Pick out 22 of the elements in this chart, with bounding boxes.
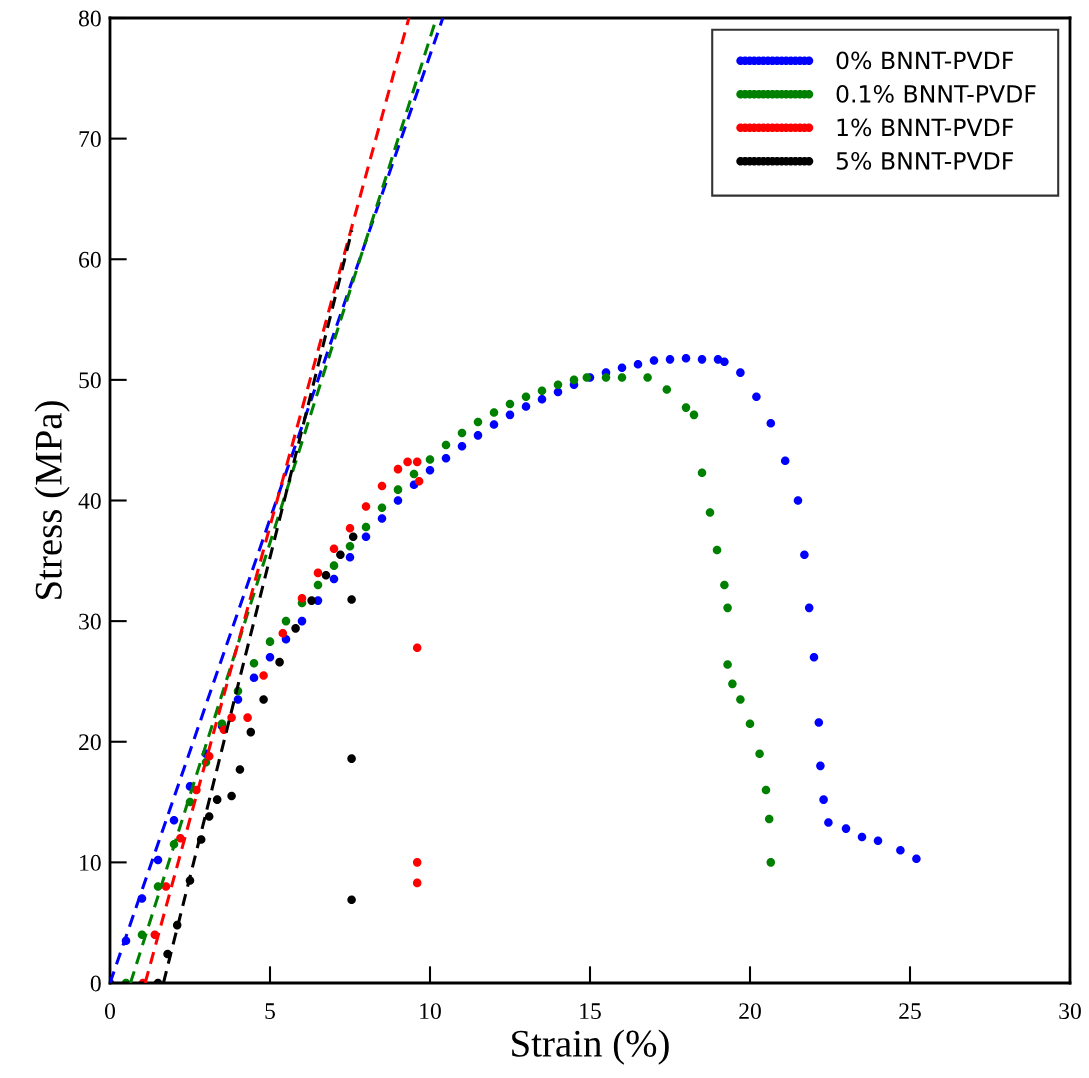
x-tick-label: 5 — [265, 1003, 275, 1020]
y-tick-label: 80 — [78, 10, 101, 27]
legend-label: 1% BNNT-PVDF — [837, 118, 1014, 137]
y-tick-label: 20 — [79, 734, 101, 751]
x-tick-label: 25 — [899, 1003, 921, 1020]
y-tick-label: 0 — [90, 975, 101, 992]
y-tick-label: 10 — [80, 854, 101, 871]
legend-label: 5% BNNT-PVDF — [836, 151, 1014, 170]
x-tick-label: 20 — [739, 1003, 761, 1020]
y-tick-label: 70 — [79, 131, 101, 148]
y-tick-label: 30 — [79, 613, 101, 630]
x-tick-label: 0 — [105, 1003, 115, 1020]
x-tick-label: 15 — [580, 1003, 601, 1020]
x-axis-title: Strain (%) — [512, 1029, 669, 1065]
x-tick-label: 10 — [420, 1003, 441, 1020]
y-axis-title: Stress (MPa) — [34, 401, 70, 599]
y-tick-label: 60 — [79, 251, 101, 268]
y-tick-label: 50 — [79, 372, 101, 389]
legend-label: 0% BNNT-PVDF — [836, 51, 1014, 70]
legend-label: 0.1% BNNT-PVDF — [836, 84, 1036, 103]
y-tick-label: 40 — [78, 492, 101, 509]
x-tick-label: 30 — [1059, 1003, 1081, 1020]
